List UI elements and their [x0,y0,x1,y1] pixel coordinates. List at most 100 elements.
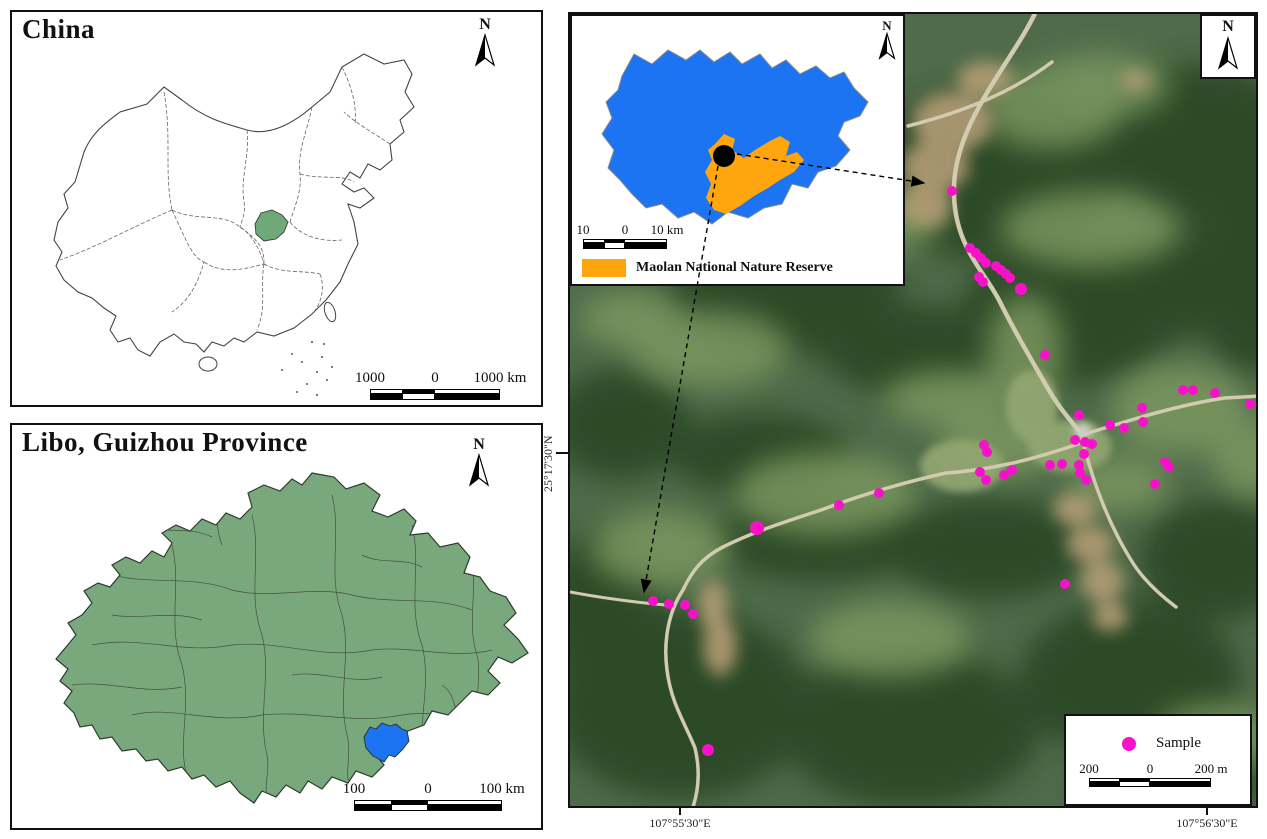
longitude-east-label: 107°56'30"E [1176,816,1238,830]
sample-point [1005,273,1015,283]
latitude-tick [556,452,568,454]
china-map [53,53,415,396]
sample-point [981,475,991,485]
scale-center: 0 [424,781,432,797]
scale-left: 10 [576,222,590,237]
sample-point [1178,385,1188,395]
north-arrow-icon [1217,35,1239,70]
study-site-dot [713,145,735,167]
inset-scalebar: 10 0 10 km [577,222,683,249]
longitude-west-label: 107°55'30"E [649,816,711,830]
sample-point [1074,460,1084,470]
inset-north-arrow: N [877,19,897,60]
scale-left: 200 [1079,761,1099,776]
sample-point [999,470,1009,480]
north-label: N [473,436,485,453]
guizhou-outline [55,472,529,804]
sample-legend-box: Sample 200 0 200 m [1064,714,1252,806]
sample-point [1074,410,1084,420]
sample-point [978,277,988,287]
sample-point [1138,417,1148,427]
guizhou-north-arrow: N [467,437,491,487]
sample-legend-label: Sample [1156,735,1201,751]
sample-point [1119,423,1129,433]
sample-point [1015,283,1027,295]
scale-center: 0 [431,370,439,386]
guizhou-scalebar: 100 0 100 km [343,781,525,812]
scale-center: 0 [621,222,629,237]
reserve-legend-swatch [582,259,626,277]
satellite-map-panel: N 10 0 10 km [568,12,1258,808]
sample-point [688,609,698,619]
scalebar-bar [370,389,500,401]
sample-point [1060,579,1070,589]
longitude-east-tick [1206,808,1208,815]
sample-point [834,500,844,510]
sample-point [1007,465,1017,475]
scale-right: 1000 km [473,370,527,386]
china-scalebar: 1000 0 1000 km [355,370,526,401]
scale-center: 0 [1146,761,1154,776]
scalebar-bar [583,238,667,249]
guizhou-map [55,472,529,804]
sample-point [1075,468,1085,478]
sample-point [1057,459,1067,469]
guizhou-map-panel: Libo, Guizhou Province N 100 0 100 km [10,423,543,830]
china-title: China [22,14,96,44]
china-outline [53,53,415,357]
satellite-scalebar: 200 0 200 m [1079,761,1227,787]
sample-dot-icon [1122,737,1136,751]
taiwan-island [323,301,337,323]
scalebar-bar [354,800,502,812]
satellite-north-arrow: N [1216,19,1240,71]
scale-left: 1000 [355,370,385,386]
hainan-island [198,356,218,372]
sample-point [1210,388,1220,398]
sample-point [680,600,690,610]
sample-point [981,258,991,268]
scalebar-bar [1089,778,1211,787]
sample-point [664,599,674,609]
province-borders [59,66,391,331]
roads [570,14,1256,806]
guizhou-highlight [254,209,289,242]
latitude-label: 25°17'30"N [541,435,555,492]
longitude-west-tick [679,808,681,815]
sample-point [947,186,957,196]
china-north-arrow: N [473,17,497,67]
sample-point [1245,399,1255,409]
scale-right: 100 km [479,781,525,797]
sample-point [1137,403,1147,413]
guizhou-title: Libo, Guizhou Province [22,427,308,457]
sample-point [702,744,714,756]
scale-right: 200 m [1194,761,1228,776]
sample-point [1045,460,1055,470]
sample-point [648,596,658,606]
reserve-legend-label: Maolan National Nature Reserve [636,260,833,275]
sample-point [1070,435,1080,445]
scale-right: 10 km [650,222,684,237]
north-label: N [1222,18,1234,35]
sample-point [1040,350,1050,360]
north-label: N [479,16,491,33]
sample-point [982,447,992,457]
sample-point [750,521,764,535]
sample-point [975,467,985,477]
sample-point [874,488,884,498]
north-arrow-icon [474,33,496,67]
north-arrow-icon [878,32,896,60]
sample-point [1081,475,1091,485]
sample-point [1105,420,1115,430]
libo-county-highlight [363,722,410,763]
sample-point [1150,479,1160,489]
sample-point [1079,449,1089,459]
north-label: N [882,18,892,33]
north-arrow-icon [468,453,490,487]
bare-patch [1074,423,1092,439]
satellite-north-box: N [1200,14,1256,79]
china-map-panel: China N 1000 0 1000 km [10,10,543,407]
sample-point [1164,462,1174,472]
sample-point [1087,439,1097,449]
sample-point [1188,385,1198,395]
